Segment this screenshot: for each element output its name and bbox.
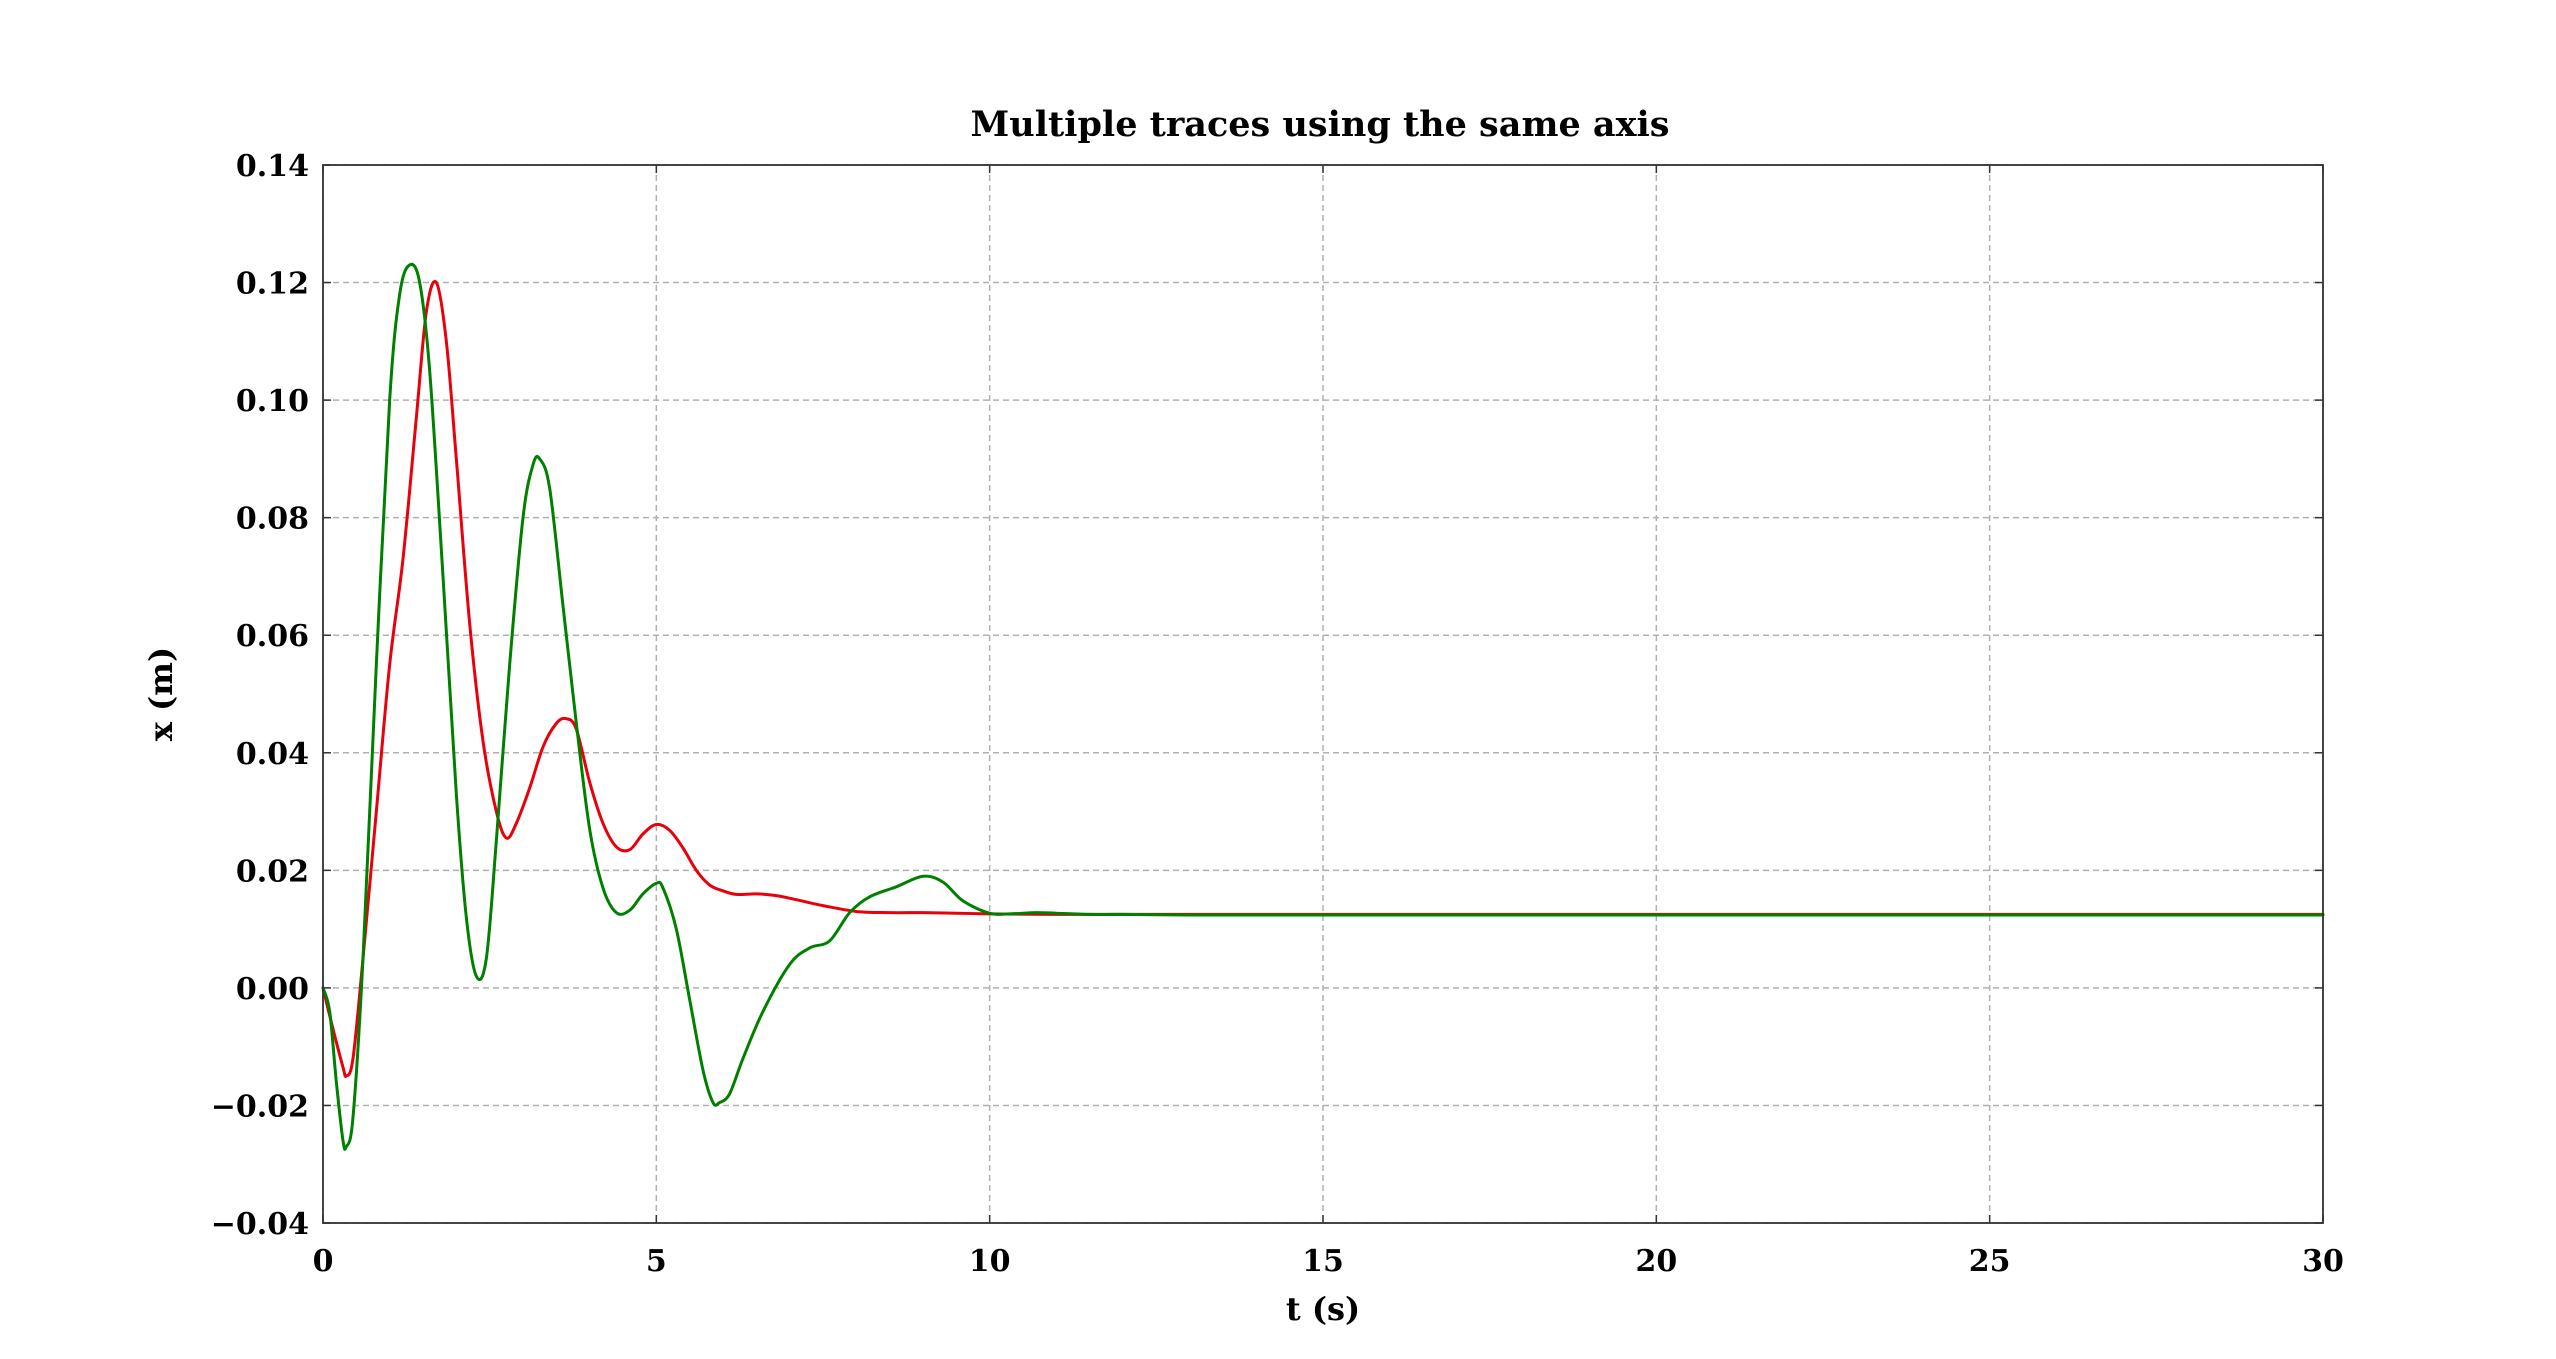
x-tick-label: 15 bbox=[1302, 1244, 1344, 1279]
x-tick-labels: 0 5 10 15 20 25 30 bbox=[313, 1244, 2344, 1279]
y-tick-label: 0.04 bbox=[236, 737, 309, 772]
x-tick-label: 25 bbox=[1969, 1244, 2011, 1279]
y-tick-label: 0.06 bbox=[236, 619, 309, 654]
plot-area bbox=[321, 262, 2325, 1151]
chart-title: Multiple traces using the same axis bbox=[971, 104, 1670, 145]
trace-line-2 bbox=[321, 262, 2325, 1151]
y-tick-label: 0.02 bbox=[236, 854, 309, 889]
x-tick-label: 30 bbox=[2302, 1244, 2344, 1279]
x-tick-label: 5 bbox=[646, 1244, 667, 1279]
y-tick-label: 0.14 bbox=[236, 149, 309, 184]
x-tick-label: 10 bbox=[969, 1244, 1011, 1279]
x-tick-label: 20 bbox=[1635, 1244, 1677, 1279]
x-axis-label: t (s) bbox=[1286, 1290, 1360, 1328]
y-axis-label: x (m) bbox=[142, 647, 180, 741]
plot-frame bbox=[322, 164, 2324, 1224]
y-tick-labels: −0.04 −0.02 0.00 0.02 0.04 0.06 0.08 0.10 0.12 0.… bbox=[211, 149, 309, 1242]
y-tick-label: −0.02 bbox=[211, 1089, 309, 1124]
y-tick-label: 0.10 bbox=[236, 384, 309, 419]
y-tick-label: 0.12 bbox=[236, 267, 309, 302]
y-tick-label: −0.04 bbox=[211, 1207, 309, 1242]
y-tick-label: 0.00 bbox=[236, 972, 309, 1007]
x-tick-label: 0 bbox=[313, 1244, 334, 1279]
axis-ticks bbox=[322, 164, 2324, 1224]
grid bbox=[322, 164, 2324, 1224]
y-tick-label: 0.08 bbox=[236, 502, 309, 537]
